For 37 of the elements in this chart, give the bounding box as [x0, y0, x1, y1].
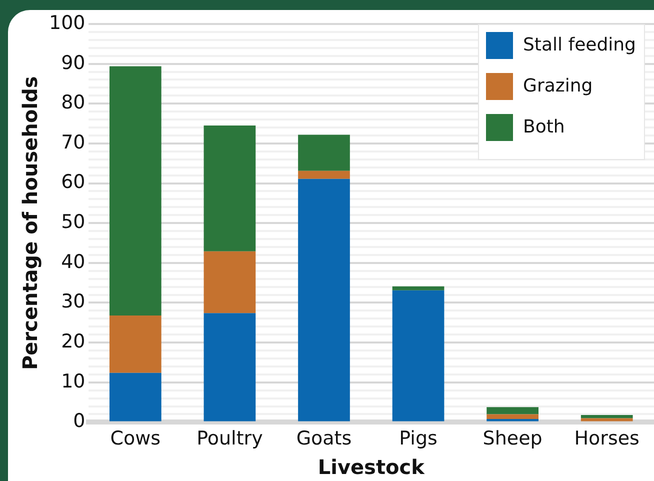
x-tick-label: Pigs	[399, 428, 438, 450]
y-tick-label: 60	[61, 171, 86, 194]
y-tick-label: 90	[61, 52, 86, 74]
legend-label: Grazing	[523, 76, 593, 97]
y-tick-label: 80	[61, 92, 86, 114]
bar	[204, 251, 256, 314]
bar	[204, 126, 256, 252]
bar	[109, 315, 162, 373]
bar	[109, 372, 162, 422]
x-tick-label: Goats	[296, 428, 352, 450]
y-axis-title: Percentage of households	[18, 76, 42, 370]
legend-label: Stall feeding	[523, 34, 636, 56]
x-tick-label: Cows	[110, 428, 161, 450]
y-tick-label: 10	[61, 370, 86, 392]
x-tick-label: Poultry	[196, 428, 263, 450]
bar	[392, 286, 444, 290]
bar	[580, 415, 633, 418]
y-tick-label: 70	[61, 131, 86, 154]
bar	[392, 290, 444, 422]
bar	[486, 407, 538, 414]
x-tick-label: Horses	[574, 428, 640, 450]
y-tick-label: 40	[61, 250, 86, 273]
y-tick-label: 30	[61, 290, 86, 313]
bar	[580, 418, 633, 422]
legend-label: Both	[523, 116, 565, 138]
x-tick-label: Sheep	[482, 428, 542, 450]
bar	[109, 66, 162, 316]
bar	[204, 313, 256, 422]
y-tick-label: 50	[61, 211, 86, 234]
y-tick-label: 0	[73, 410, 86, 432]
y-tick-label: 100	[49, 12, 86, 34]
y-tick-label: 20	[61, 330, 86, 352]
bar	[298, 170, 350, 179]
x-axis-title: Livestock	[318, 455, 426, 480]
bar	[298, 134, 350, 171]
bar	[298, 178, 350, 422]
bar	[486, 414, 538, 420]
